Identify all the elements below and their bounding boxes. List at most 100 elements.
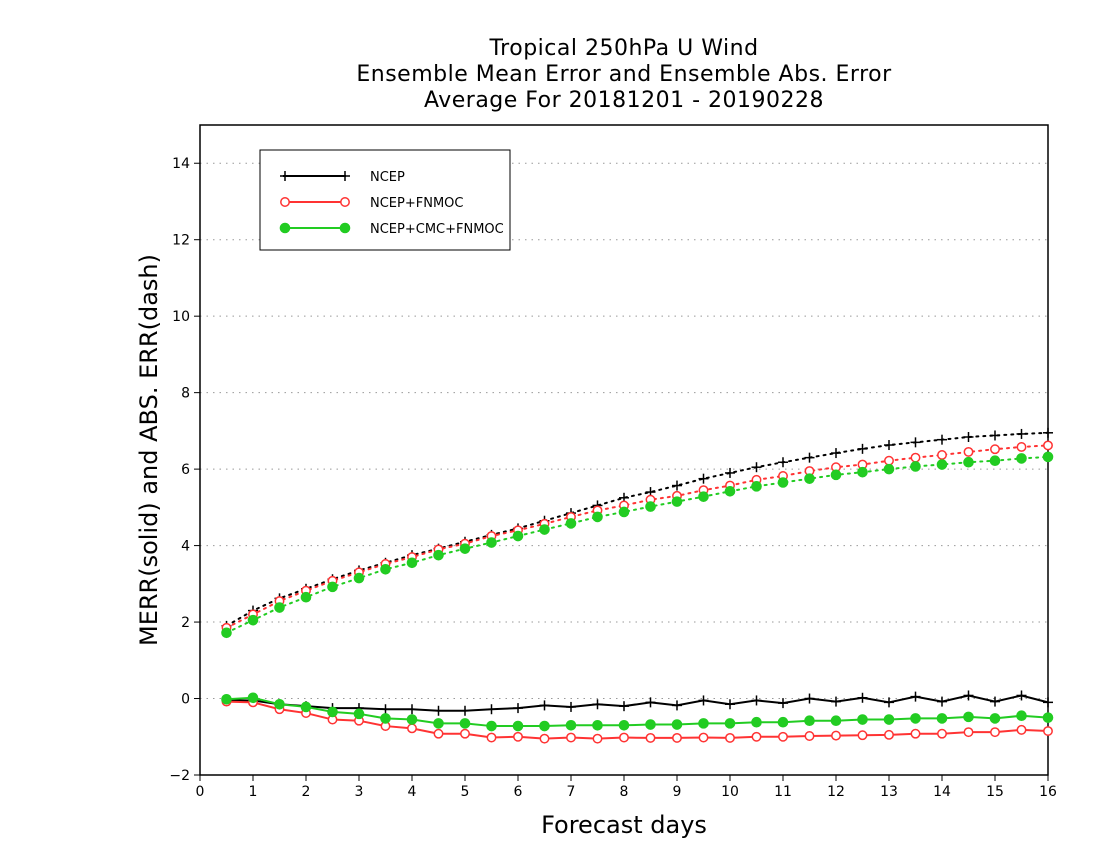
- series-lines: [221, 427, 1054, 744]
- legend-label: NCEP: [370, 170, 405, 185]
- series-ncep-cmc-fnmoc-abs-error-point: [883, 463, 895, 475]
- series-ncep-abs-error-point: [698, 473, 709, 484]
- series-ncep-fnmoc-mean-error-point: [539, 733, 550, 744]
- series-ncep-cmc-fnmoc-abs-error-point: [512, 530, 524, 542]
- x-tick-label: 3: [355, 784, 364, 800]
- series-ncep-abs-error-point: [884, 440, 894, 451]
- series-ncep-fnmoc-mean-error-point: [698, 732, 709, 743]
- gridlines: [200, 162, 1048, 776]
- series-ncep-cmc-fnmoc-abs-error-point: [539, 524, 550, 535]
- series-ncep-fnmoc-mean-error-point: [725, 732, 735, 743]
- series-ncep-mean-error-point: [672, 700, 682, 711]
- series-ncep-mean-error-point: [990, 696, 1000, 707]
- series-ncep-mean-error-point: [566, 701, 576, 712]
- y-axis-title: MERR(solid) and ABS. ERR(dash): [135, 254, 163, 646]
- series-ncep-cmc-fnmoc-abs-error-point: [592, 511, 603, 523]
- series-ncep-mean-error-point: [645, 697, 656, 708]
- series-ncep-mean-error-point: [804, 693, 815, 704]
- x-tick-label: 6: [514, 784, 523, 800]
- series-ncep-mean-error-point: [1016, 690, 1027, 701]
- x-tick-label: 4: [408, 784, 417, 800]
- series-ncep-fnmoc-mean-error-point: [857, 730, 868, 741]
- series-ncep-cmc-fnmoc-abs-error-point: [857, 466, 868, 478]
- series-ncep-cmc-fnmoc-mean-error-point: [459, 718, 471, 729]
- series-ncep-cmc-fnmoc-abs-error-point: [936, 459, 948, 470]
- series-ncep-fnmoc-abs-error-point: [910, 452, 921, 463]
- legend-marker: [339, 222, 351, 234]
- chart-title-line-3: Average For 20181201 - 20190228: [423, 88, 825, 113]
- series-ncep-cmc-fnmoc-abs-error-line: [225, 455, 1049, 634]
- series-ncep-abs-error-point: [672, 480, 682, 491]
- series-ncep-cmc-fnmoc-mean-error-point: [671, 719, 683, 730]
- series-ncep-fnmoc-mean-error-point: [460, 728, 470, 739]
- series-ncep-cmc-fnmoc-abs-error-point: [380, 563, 391, 575]
- series-ncep-fnmoc-mean-error-point: [831, 730, 841, 741]
- x-tick-label: 16: [1039, 784, 1057, 800]
- series-ncep-cmc-fnmoc-mean-error-point: [751, 716, 762, 728]
- series-ncep-cmc-fnmoc-abs-error-point: [963, 456, 974, 468]
- series-ncep-fnmoc-abs-error-point: [963, 446, 974, 457]
- series-ncep-cmc-fnmoc-abs-error-point: [698, 491, 709, 502]
- series-ncep-abs-error-point: [1043, 427, 1053, 438]
- series-ncep-mean-error-point: [751, 695, 762, 706]
- series-ncep-cmc-fnmoc-mean-error-point: [380, 713, 391, 724]
- series-ncep-mean-error-point: [539, 700, 550, 711]
- x-tick-label: 1: [249, 784, 258, 800]
- legend-marker: [340, 171, 350, 181]
- legend-marker: [279, 222, 291, 234]
- series-ncep-cmc-fnmoc-mean-error-point: [300, 701, 312, 713]
- x-tick-label: 10: [721, 784, 739, 800]
- series-ncep-cmc-fnmoc-mean-error-point: [910, 713, 921, 724]
- series-ncep-cmc-fnmoc-mean-error-point: [857, 714, 868, 725]
- series-ncep-fnmoc-mean-error-point: [884, 729, 894, 740]
- legend: NCEP NCEP+FNMOC NCEP+CMC+FNMOC: [259, 149, 511, 251]
- series-ncep-cmc-fnmoc-abs-error-point: [327, 581, 338, 593]
- series-ncep-mean-error-point: [460, 705, 470, 716]
- series-ncep-cmc-fnmoc-abs-error-point: [459, 543, 471, 554]
- y-tick-label: 12: [172, 233, 190, 249]
- series-ncep-abs-error-point: [937, 434, 947, 445]
- series-ncep-fnmoc-abs-error-point: [884, 455, 894, 466]
- series-ncep-cmc-fnmoc-abs-error-point: [804, 473, 815, 484]
- series-ncep-mean-error-point: [486, 704, 497, 715]
- series-ncep-mean-error-point: [1043, 697, 1053, 708]
- series-ncep-fnmoc-mean-error-point: [619, 732, 629, 743]
- x-tick-label: 14: [933, 784, 951, 800]
- series-ncep-cmc-fnmoc-mean-error-point: [936, 713, 948, 724]
- series-ncep-abs-error-point: [857, 443, 868, 454]
- series-ncep-fnmoc-mean-error-point: [513, 731, 523, 742]
- x-tick-label: 2: [302, 784, 311, 800]
- series-ncep-cmc-fnmoc-mean-error-point: [512, 720, 524, 732]
- series-ncep-mean-error-point: [937, 696, 947, 707]
- x-tick-label: 8: [620, 784, 629, 800]
- series-ncep-abs-error-point: [963, 432, 974, 442]
- legend-marker: [280, 197, 290, 207]
- series-ncep-cmc-fnmoc-abs-error-point: [353, 572, 365, 584]
- legend-box: [259, 149, 511, 251]
- series-ncep-mean-error-point: [963, 690, 974, 701]
- series-ncep-mean-error-point: [513, 703, 523, 714]
- series-ncep-cmc-fnmoc-mean-error-point: [989, 713, 1001, 724]
- series-ncep-cmc-fnmoc-mean-error-point: [804, 715, 815, 727]
- series-ncep-cmc-fnmoc-abs-error-point: [618, 506, 630, 518]
- series-ncep-cmc-fnmoc-mean-error-point: [698, 718, 709, 729]
- series-ncep-cmc-fnmoc-abs-error-point: [221, 627, 232, 639]
- series-ncep-cmc-fnmoc-mean-error-point: [777, 716, 789, 728]
- series-ncep-cmc-fnmoc-mean-error-point: [618, 719, 630, 731]
- x-tick-label: 15: [986, 784, 1004, 800]
- chart-title: Tropical 250hPa U Wind Ensemble Mean Err…: [200, 36, 1048, 114]
- series-ncep-cmc-fnmoc-mean-error-point: [327, 706, 338, 718]
- series-ncep-abs-error-point: [725, 467, 735, 478]
- series-ncep-mean-error-point: [778, 698, 788, 709]
- series-ncep-abs-error-point: [990, 430, 1000, 441]
- series-ncep-mean-error-point: [884, 697, 894, 708]
- series-ncep-cmc-fnmoc-mean-error-point: [645, 719, 656, 730]
- series-ncep-mean-error-point: [698, 695, 709, 706]
- series-ncep-cmc-fnmoc-abs-error-point: [247, 614, 259, 626]
- series-ncep-fnmoc-mean-error-point: [486, 732, 497, 743]
- series-ncep-cmc-fnmoc-mean-error-point: [247, 692, 259, 704]
- y-tick-label: 6: [181, 462, 190, 478]
- series-ncep-fnmoc-mean-error-point: [566, 732, 576, 743]
